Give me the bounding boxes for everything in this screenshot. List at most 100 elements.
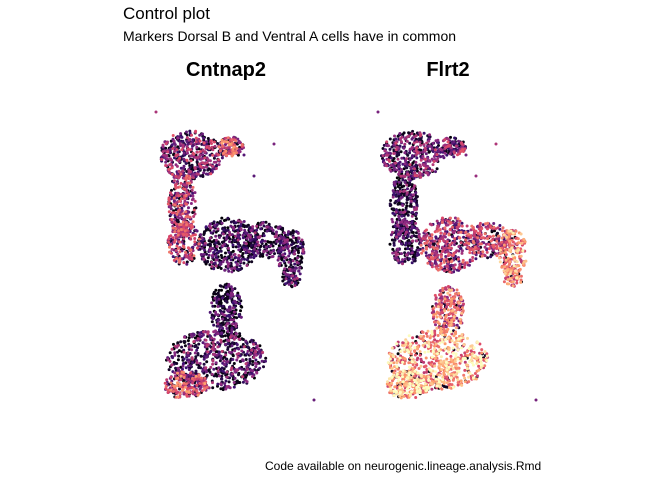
cell-point <box>264 356 268 360</box>
cell-point <box>241 233 245 237</box>
cell-point <box>430 147 434 151</box>
cell-point <box>217 145 221 149</box>
cell-point <box>203 150 207 154</box>
cell-point <box>408 257 411 261</box>
cell-point <box>171 226 175 230</box>
cell-point <box>212 140 216 144</box>
cell-point <box>405 183 409 187</box>
cell-point <box>241 224 245 228</box>
cell-point <box>195 389 199 393</box>
cell-point <box>237 297 241 301</box>
cell-point <box>244 251 248 255</box>
cell-point <box>395 176 399 180</box>
cell-point <box>197 342 201 346</box>
cell-point <box>255 249 259 253</box>
cell-point <box>272 142 276 146</box>
cell-point <box>255 371 259 375</box>
cell-point <box>398 190 402 193</box>
cell-point <box>397 165 401 169</box>
cell-point <box>203 248 206 252</box>
cell-point <box>169 375 173 379</box>
cell-point <box>217 250 221 253</box>
cell-point <box>211 167 215 171</box>
cell-point <box>269 251 273 254</box>
cell-point <box>287 244 291 248</box>
cell-point <box>211 386 215 390</box>
cell-point <box>414 134 418 138</box>
cell-point <box>209 172 213 176</box>
cell-point <box>241 338 245 341</box>
cell-point <box>199 164 203 168</box>
cell-point <box>273 252 276 256</box>
cell-point <box>234 332 238 336</box>
cell-point <box>182 204 186 208</box>
cell-point <box>258 366 262 370</box>
cell-point <box>230 255 234 259</box>
cell-point <box>448 312 452 316</box>
cell-point <box>282 259 286 263</box>
cell-point <box>399 174 403 178</box>
cell-point <box>165 154 169 158</box>
cell-point <box>218 149 222 153</box>
cell-point <box>182 164 186 168</box>
cell-point <box>284 256 288 260</box>
cell-point <box>288 251 292 255</box>
cell-point <box>404 241 408 245</box>
cell-point <box>452 266 456 270</box>
cell-point <box>410 169 414 173</box>
cell-point <box>167 368 171 372</box>
cell-point <box>217 242 221 246</box>
cell-point <box>388 137 392 141</box>
cell-point <box>447 246 451 250</box>
cell-point <box>218 374 221 378</box>
cell-point <box>391 189 395 193</box>
cell-point <box>195 361 199 365</box>
cell-point <box>419 165 422 169</box>
cell-point <box>415 140 419 144</box>
cell-point <box>460 221 464 225</box>
cell-point <box>219 267 223 270</box>
cell-point <box>487 242 491 246</box>
cell-point <box>232 238 236 242</box>
cell-point <box>408 147 412 151</box>
cell-point <box>178 387 181 391</box>
cell-point <box>228 296 232 300</box>
cell-point <box>414 160 418 164</box>
cell-point <box>294 281 298 285</box>
cell-point <box>213 223 217 227</box>
cell-point <box>411 210 415 214</box>
cell-point <box>184 382 188 386</box>
cell-point <box>189 344 193 348</box>
cell-point <box>391 195 395 199</box>
cell-point <box>197 366 201 370</box>
cell-point <box>399 140 403 144</box>
cell-point <box>471 256 475 259</box>
cell-point <box>182 376 186 379</box>
cell-point <box>451 225 454 229</box>
cell-point <box>180 345 184 349</box>
cell-point <box>443 300 447 304</box>
cell-point <box>174 249 178 252</box>
cell-point <box>185 130 188 134</box>
cell-point <box>175 384 179 388</box>
cell-point <box>298 266 302 270</box>
cell-point <box>441 245 445 249</box>
cell-point <box>214 361 218 365</box>
cell-point <box>445 250 449 254</box>
cell-point <box>233 287 237 291</box>
cell-point <box>460 249 464 253</box>
cell-point <box>211 381 214 385</box>
cell-point <box>222 236 226 240</box>
cell-point <box>399 168 403 171</box>
cell-point <box>174 227 178 231</box>
cell-point <box>228 315 232 319</box>
cell-point <box>171 255 175 259</box>
cell-point <box>393 186 397 190</box>
cell-point <box>220 240 224 244</box>
cell-point <box>394 161 398 165</box>
cell-point <box>187 161 191 165</box>
cell-point <box>180 197 183 201</box>
cell-point <box>185 393 189 397</box>
cell-point <box>383 149 387 153</box>
cell-point <box>402 222 406 226</box>
